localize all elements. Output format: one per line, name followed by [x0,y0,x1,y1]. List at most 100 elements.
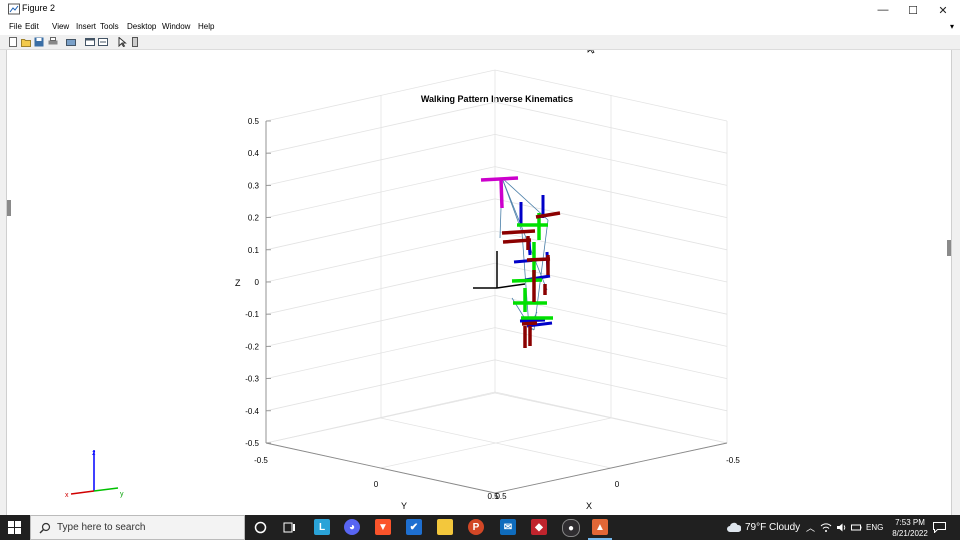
weather-text[interactable]: 79°F Cloudy [745,522,801,533]
clock-time: 7:53 PM [895,518,925,527]
back-wall-gridline [265,101,728,154]
volume-icon[interactable] [836,522,848,533]
taskbar-app-brave-icon[interactable]: ▼ [375,519,391,535]
mouse-cursor-icon [587,50,595,54]
battery-icon[interactable] [851,522,862,533]
pointer-icon[interactable] [117,37,127,47]
network-icon[interactable] [820,522,832,533]
language-indicator[interactable]: ENG [866,523,884,532]
axes-box [265,69,728,494]
show-hidden-icons-icon[interactable]: ︿ [806,523,816,533]
cloud-icon [727,522,741,532]
open-file-icon[interactable] [21,37,31,47]
menu-file[interactable]: File [9,22,22,31]
taskbar-search-box[interactable]: Type here to search [30,515,245,540]
triad-z-label: z [92,450,96,457]
z-tick-label: 0.4 [248,149,260,158]
triad-y-label: y [120,491,124,498]
floor-gridline [380,417,612,469]
windows-start-icon[interactable] [8,521,21,534]
z-tick-label: -0.1 [245,310,259,319]
y-tick-label: 0 [374,480,379,489]
y-tick-label: -0.5 [254,456,268,465]
clock-date: 8/21/2022 [892,529,928,538]
z-tick-labels: 0.5 0.4 0.3 0.2 0.1 0 -0.1 -0.2 -0.3 -0.4 -0.5 [245,117,271,448]
menu-restore-icon[interactable]: ▾ [949,22,954,31]
axes-triad: z y x [65,450,124,499]
new-figure-icon[interactable] [8,37,18,47]
dock-icon[interactable] [85,37,95,47]
taskbar-app-sourcetree-icon[interactable]: ✔ [406,519,422,535]
menu-view[interactable]: View [52,22,70,31]
notifications-icon[interactable] [933,522,946,533]
z-tick-label: 0.5 [248,117,260,126]
active-app-indicator [588,538,612,540]
base-frame-y [496,283,526,289]
taskbar-app-matlab-icon[interactable]: ▲ [592,519,608,535]
taskbar-app-file-explorer-icon[interactable] [437,519,453,535]
y-tick-labels: -0.5 0 0.5 [254,456,499,501]
scroll-handle-right[interactable] [947,240,951,256]
z-axis-label: Z [235,278,241,288]
menu-tools[interactable]: Tools [100,22,119,31]
taskbar-app-lens-icon[interactable]: L [314,519,330,535]
back-wall-gridline [265,391,728,444]
z-tick-label: 0 [255,278,260,287]
menu-edit[interactable]: Edit [25,22,39,31]
kinematic-link-line [501,177,548,291]
y-axis-line [265,442,496,494]
taskbar: Type here to search L ◕ ▼ ✔ P ✉ ◆ ● ▲ 79… [0,515,960,540]
z-tick-label: -0.4 [245,407,259,416]
menu-window[interactable]: Window [162,22,191,31]
search-placeholder: Type here to search [57,522,146,533]
robot-model [473,176,561,348]
taskbar-app-obs-icon[interactable]: ● [562,519,580,537]
z-tick-label: -0.2 [245,342,259,351]
taskbar-app-red-icon[interactable]: ◆ [531,519,547,535]
x-tick-label: -0.5 [726,456,740,465]
x-axis-label: X [586,501,592,511]
scroll-handle-left[interactable] [7,200,11,216]
taskbar-app-powerpoint-icon[interactable]: P [468,519,484,535]
menu-bar: File Edit View Insert Tools Desktop Wind… [0,20,960,35]
triad-x-label: x [65,492,69,499]
menu-desktop[interactable]: Desktop [127,22,157,31]
insert-legend-icon[interactable] [98,37,108,47]
menu-insert[interactable]: Insert [76,22,97,31]
link-green [511,278,543,283]
close-button[interactable]: ✕ [938,4,948,17]
z-tick-label: 0.1 [248,246,260,255]
taskbar-app-mail-icon[interactable]: ✉ [500,519,516,535]
x-tick-labels: 0.5 0 -0.5 [495,456,740,501]
x-axis-line [494,442,728,494]
window-title: Figure 2 [22,3,56,13]
z-tick-label: 0.2 [248,214,260,223]
task-view-icon[interactable] [283,521,296,534]
link-icon[interactable] [66,37,76,47]
hip-stem [499,178,504,209]
print-icon[interactable] [48,37,58,47]
link-red [526,257,551,262]
title-bar: Figure 2 — ☐ ✕ [0,0,960,20]
taskbar-app-discord-icon[interactable]: ◕ [344,519,360,535]
link-red [521,321,538,326]
cortana-icon[interactable] [254,521,267,534]
y-tick-label: 0.5 [487,492,499,501]
menu-help[interactable]: Help [198,22,215,31]
minimize-button[interactable]: — [877,4,889,16]
x-tick-label: 0.5 [495,492,507,501]
back-wall-gridline [265,198,728,251]
back-wall-gridline [265,166,728,218]
x-tick-label: 0 [615,480,620,489]
maximize-button[interactable]: ☐ [908,4,918,17]
colorbar-icon[interactable] [130,37,140,47]
matlab-figure-icon [8,3,20,15]
hip-bar [480,176,519,182]
figure-toolbar [0,35,960,50]
figure-canvas[interactable]: Walking Pattern Inverse Kinematics 0.5 0.… [6,50,952,515]
system-clock[interactable]: 7:53 PM 8/21/2022 [880,517,940,539]
plot-3d[interactable]: Walking Pattern Inverse Kinematics 0.50.… [7,50,951,515]
floor-gridline [494,392,728,444]
kinematic-link-line [501,177,549,221]
save-icon[interactable] [34,37,44,47]
